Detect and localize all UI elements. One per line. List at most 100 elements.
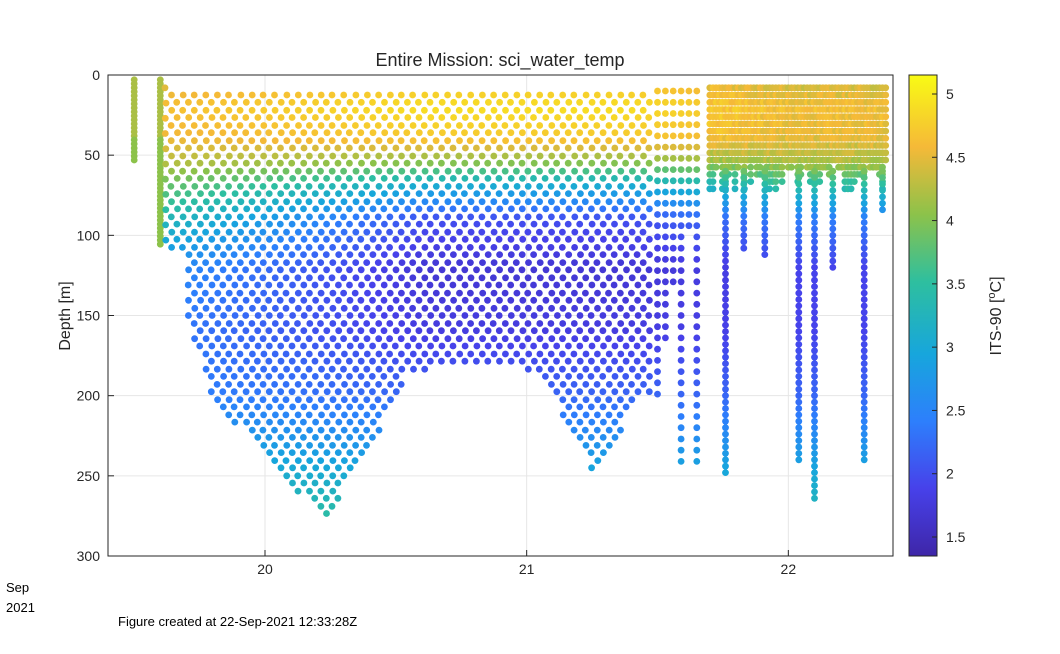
data-point bbox=[629, 259, 636, 266]
data-point bbox=[722, 296, 729, 303]
data-point bbox=[829, 187, 837, 194]
data-point bbox=[860, 270, 868, 278]
data-point bbox=[323, 114, 331, 121]
data-point bbox=[219, 388, 227, 396]
data-point bbox=[421, 274, 429, 282]
data-point bbox=[346, 251, 354, 258]
data-point bbox=[334, 403, 342, 411]
data-point bbox=[829, 231, 837, 239]
data-point bbox=[654, 300, 661, 308]
data-point bbox=[622, 175, 630, 182]
data-point bbox=[640, 244, 648, 251]
data-point bbox=[242, 175, 250, 182]
data-point bbox=[461, 357, 469, 365]
data-point bbox=[548, 137, 555, 145]
data-point bbox=[530, 296, 538, 304]
data-point bbox=[616, 335, 624, 343]
data-point bbox=[271, 137, 279, 145]
data-point bbox=[542, 98, 550, 106]
data-point bbox=[599, 175, 607, 182]
data-point bbox=[677, 289, 685, 297]
data-point bbox=[553, 342, 561, 350]
data-point bbox=[185, 114, 193, 121]
data-point bbox=[415, 327, 423, 335]
data-point bbox=[295, 442, 302, 449]
data-point bbox=[306, 152, 313, 160]
data-point bbox=[421, 320, 428, 327]
data-point bbox=[484, 205, 492, 213]
data-point bbox=[277, 403, 285, 411]
data-point bbox=[582, 320, 590, 327]
data-point bbox=[397, 137, 405, 145]
data-point bbox=[174, 129, 181, 137]
data-point bbox=[599, 281, 607, 289]
data-point bbox=[340, 335, 347, 343]
data-point bbox=[478, 122, 486, 129]
data-point bbox=[588, 464, 595, 472]
data-point bbox=[593, 335, 601, 343]
data-point bbox=[455, 152, 463, 160]
data-point bbox=[421, 244, 429, 251]
data-point bbox=[282, 167, 290, 175]
data-point bbox=[450, 266, 457, 274]
data-point bbox=[617, 320, 625, 327]
data-point bbox=[605, 213, 612, 221]
data-point bbox=[795, 276, 803, 284]
data-point bbox=[622, 98, 630, 106]
data-point bbox=[357, 388, 365, 396]
data-point bbox=[300, 342, 307, 350]
data-point bbox=[363, 228, 371, 236]
data-point bbox=[351, 411, 359, 419]
data-point bbox=[535, 365, 543, 373]
colorbar-tick-label: 1.5 bbox=[946, 529, 966, 545]
data-point bbox=[588, 388, 595, 396]
data-point bbox=[811, 193, 818, 201]
data-point bbox=[242, 388, 250, 396]
data-point bbox=[253, 205, 261, 213]
data-point bbox=[628, 183, 636, 190]
data-point bbox=[197, 296, 205, 304]
data-point bbox=[639, 183, 647, 190]
data-point bbox=[811, 373, 818, 380]
data-point bbox=[311, 129, 319, 137]
data-point bbox=[811, 341, 818, 348]
data-point bbox=[640, 137, 647, 145]
data-point bbox=[860, 283, 868, 290]
data-point bbox=[677, 244, 685, 252]
data-point bbox=[219, 190, 227, 198]
data-point bbox=[588, 175, 596, 182]
data-point bbox=[553, 190, 561, 198]
data-point bbox=[811, 366, 818, 374]
data-point bbox=[605, 183, 612, 190]
data-point bbox=[495, 342, 503, 350]
data-point bbox=[334, 235, 342, 243]
data-point bbox=[722, 353, 729, 361]
data-point bbox=[277, 129, 285, 137]
data-point bbox=[328, 502, 336, 510]
data-point bbox=[542, 190, 550, 198]
data-point bbox=[185, 175, 193, 182]
data-point bbox=[530, 175, 537, 182]
data-point bbox=[300, 114, 307, 121]
data-point bbox=[829, 238, 837, 246]
data-point bbox=[219, 129, 227, 137]
data-point bbox=[323, 281, 331, 289]
data-point bbox=[811, 180, 818, 188]
data-point bbox=[427, 312, 435, 319]
data-point bbox=[685, 166, 693, 174]
data-point bbox=[524, 289, 532, 297]
data-point bbox=[219, 114, 227, 121]
data-point bbox=[398, 198, 405, 206]
data-point bbox=[173, 98, 181, 106]
data-point bbox=[559, 228, 566, 236]
data-point bbox=[392, 129, 400, 137]
data-point bbox=[600, 418, 607, 426]
data-point bbox=[282, 411, 290, 419]
data-point bbox=[795, 225, 803, 233]
data-point bbox=[306, 426, 313, 434]
data-point bbox=[536, 106, 543, 114]
data-point bbox=[519, 281, 527, 289]
data-point bbox=[312, 114, 319, 121]
data-point bbox=[294, 106, 302, 114]
data-point bbox=[646, 98, 653, 106]
